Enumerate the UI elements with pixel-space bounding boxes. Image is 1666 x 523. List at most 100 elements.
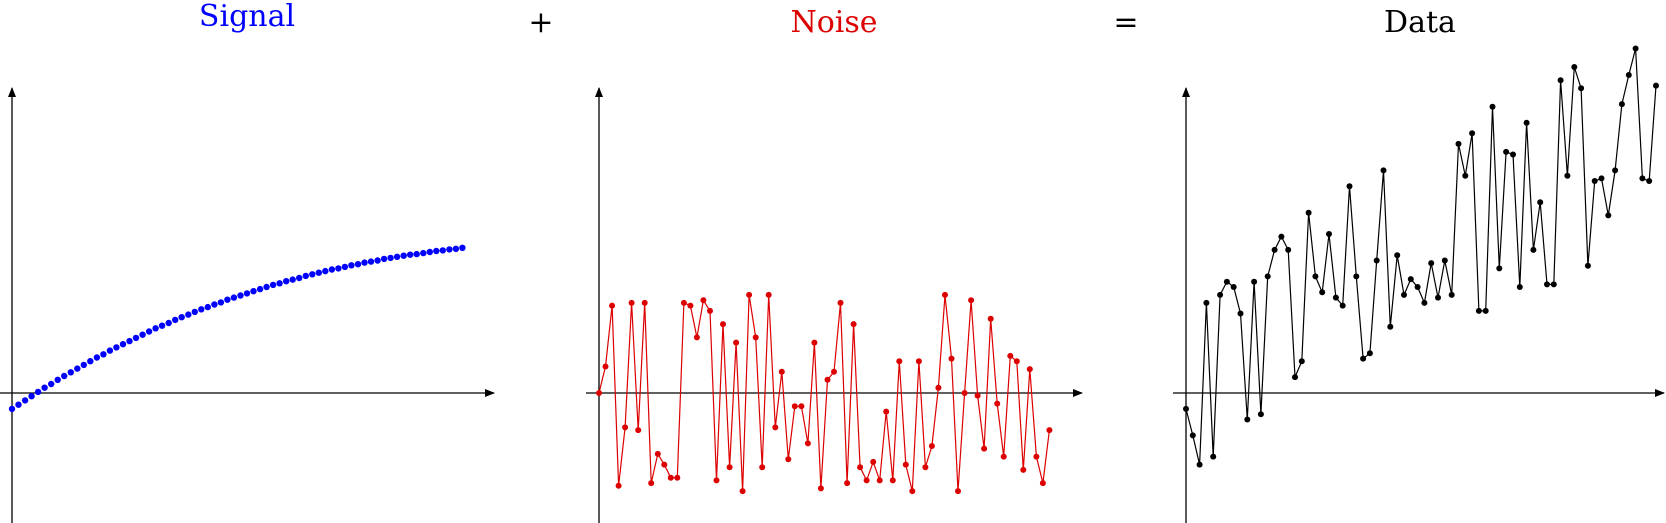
noise-point — [765, 291, 772, 298]
noise-point — [687, 302, 694, 309]
data-point — [1285, 246, 1292, 253]
noise-point — [876, 477, 883, 484]
signal-point — [420, 249, 427, 257]
signal-point — [54, 376, 61, 383]
signal-point — [132, 334, 140, 342]
noise-point — [752, 334, 759, 341]
noise-point — [817, 485, 824, 492]
data-series — [1183, 45, 1659, 468]
noise-series — [596, 291, 1053, 495]
noise-point — [981, 445, 988, 452]
signal-point — [48, 380, 55, 388]
noise-point — [863, 477, 870, 484]
noise-point — [955, 488, 961, 495]
signal-point — [296, 274, 303, 282]
noise-point — [700, 297, 707, 304]
data-point — [1462, 172, 1469, 179]
noise-point — [733, 339, 740, 346]
noise-point — [1020, 466, 1027, 473]
data-point — [1210, 453, 1217, 460]
data-point — [1503, 148, 1510, 155]
noise-point — [987, 315, 994, 322]
data-point — [1346, 183, 1353, 190]
noise-point — [609, 302, 616, 309]
signal-point — [407, 251, 414, 258]
data-title: Data — [1384, 5, 1456, 40]
data-point — [1223, 278, 1230, 285]
noise-line — [598, 294, 1050, 492]
signal-point — [80, 361, 88, 369]
noise-axes — [586, 87, 1083, 523]
data-point — [1257, 411, 1264, 418]
noise-point — [915, 358, 922, 365]
noise-point — [844, 480, 851, 487]
signal-point — [67, 369, 75, 376]
noise-point — [1013, 358, 1020, 365]
noise-point — [883, 408, 890, 415]
signal-point — [41, 384, 48, 391]
noise-point — [961, 390, 968, 396]
signal-point — [250, 288, 257, 295]
signal-point — [413, 250, 420, 258]
noise-point — [928, 443, 935, 449]
signal-point — [283, 278, 290, 285]
data-point — [1196, 461, 1203, 468]
data-point — [1591, 178, 1598, 184]
data-point — [1264, 273, 1271, 280]
signal-point — [204, 303, 211, 311]
signal-point — [60, 372, 68, 380]
noise-point — [635, 427, 642, 434]
signal-point — [237, 292, 244, 299]
noise-point — [785, 456, 792, 463]
noise-point — [654, 450, 661, 457]
data-point — [1632, 45, 1639, 52]
noise-point — [1007, 352, 1014, 359]
data-point — [1407, 276, 1414, 283]
noise-point — [889, 477, 896, 484]
data-point — [1537, 199, 1544, 206]
noise-point — [1026, 366, 1033, 373]
noise-point — [693, 334, 700, 341]
noise-point — [726, 464, 733, 471]
data-point — [1387, 323, 1394, 330]
noise-point — [713, 477, 720, 484]
noise-point — [948, 355, 955, 362]
signal-point — [276, 280, 283, 287]
data-point — [1448, 291, 1455, 298]
equals-operator: = — [1113, 5, 1138, 40]
data-point — [1203, 299, 1210, 306]
data-point — [1489, 103, 1496, 110]
data-point — [1401, 291, 1407, 298]
signal-point — [87, 358, 94, 365]
signal-point — [126, 337, 133, 345]
data-line — [1185, 48, 1657, 465]
signal-point — [165, 319, 172, 327]
noise-point — [641, 299, 648, 306]
noise-point — [804, 440, 811, 447]
data-point — [1578, 85, 1585, 92]
data-point — [1332, 294, 1339, 301]
noise-point — [759, 464, 766, 471]
signal-point — [178, 314, 185, 321]
noise-point — [596, 390, 602, 396]
data-point — [1550, 281, 1557, 288]
signal-point — [106, 347, 114, 354]
signal-point — [93, 354, 101, 361]
noise-point — [968, 297, 975, 304]
signal-point — [302, 272, 309, 280]
signal-point — [393, 253, 401, 260]
data-axes — [1173, 87, 1665, 523]
data-point — [1564, 172, 1571, 179]
noise-point — [1000, 453, 1007, 460]
signal-point — [191, 308, 198, 316]
signal-point — [328, 266, 336, 273]
noise-point — [857, 464, 864, 471]
noise-point — [831, 368, 837, 375]
signal-point — [158, 322, 166, 329]
signal-point — [119, 341, 127, 348]
signal-point — [446, 246, 453, 253]
noise-point — [994, 400, 1001, 407]
data-point — [1557, 77, 1564, 84]
signal-point — [387, 254, 394, 262]
